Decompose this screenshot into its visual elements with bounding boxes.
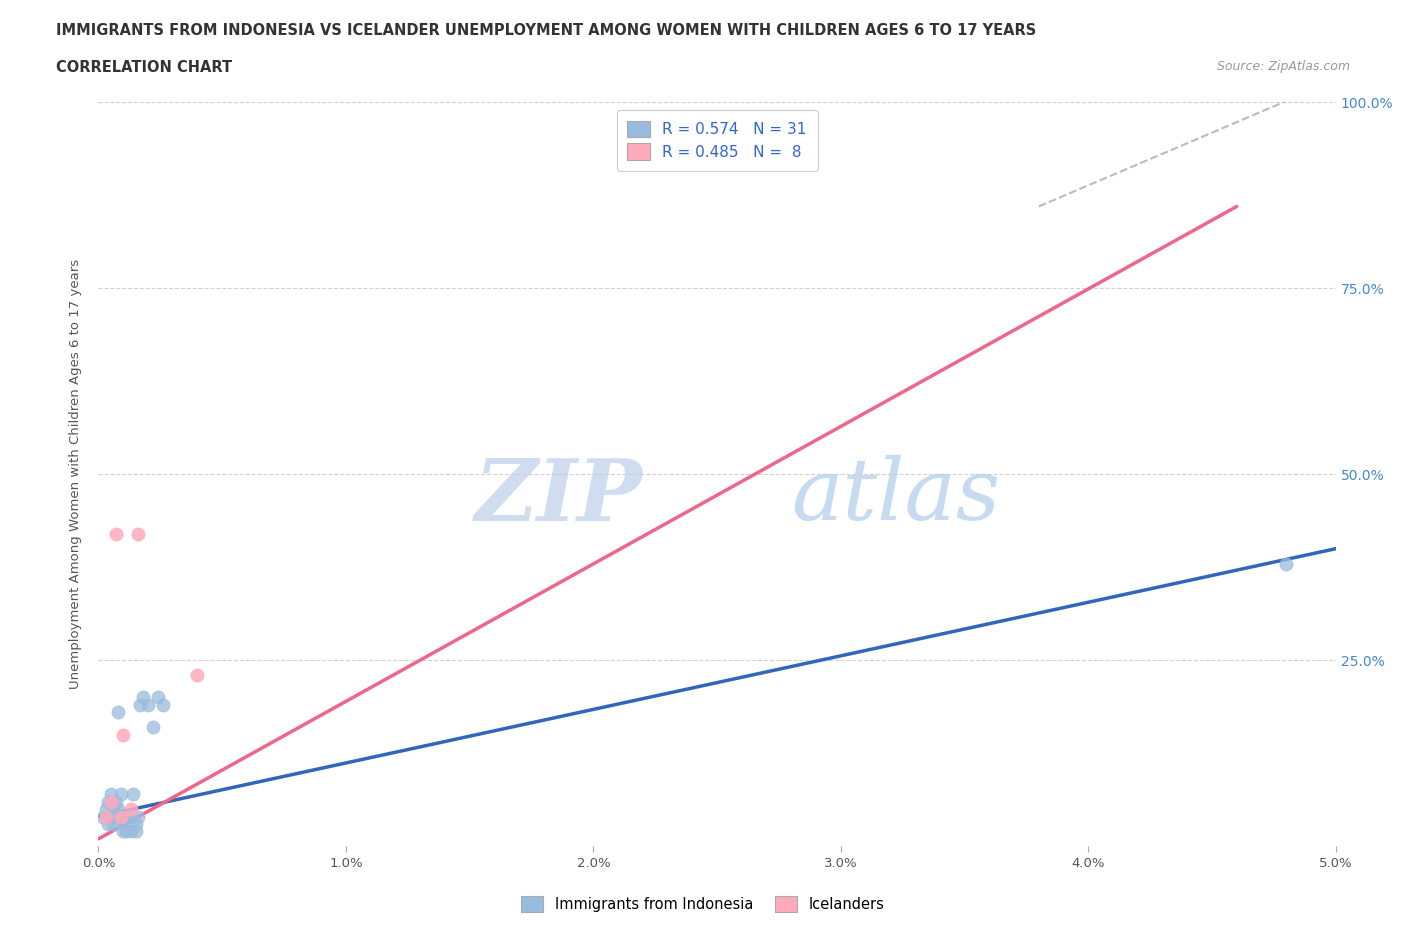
Point xyxy=(122,787,145,802)
Point xyxy=(127,526,149,541)
Legend: R = 0.574   N = 31, R = 0.485   N =  8: R = 0.574 N = 31, R = 0.485 N = 8 xyxy=(617,110,817,171)
Point xyxy=(100,809,122,824)
Point xyxy=(94,809,117,824)
Point xyxy=(93,809,115,824)
Point xyxy=(103,802,125,817)
Point xyxy=(112,824,135,839)
Point xyxy=(97,817,120,831)
Text: CORRELATION CHART: CORRELATION CHART xyxy=(56,60,232,75)
Text: IMMIGRANTS FROM INDONESIA VS ICELANDER UNEMPLOYMENT AMONG WOMEN WITH CHILDREN AG: IMMIGRANTS FROM INDONESIA VS ICELANDER U… xyxy=(56,23,1036,38)
Point xyxy=(103,817,125,831)
Point xyxy=(94,802,117,817)
Point xyxy=(112,727,135,742)
Point xyxy=(124,824,146,839)
Point xyxy=(114,824,136,839)
Point xyxy=(127,809,149,824)
Point xyxy=(146,690,169,705)
Text: Source: ZipAtlas.com: Source: ZipAtlas.com xyxy=(1216,60,1350,73)
Point xyxy=(120,824,142,839)
Point xyxy=(100,794,122,809)
Point xyxy=(104,794,127,809)
Point xyxy=(107,705,129,720)
Point xyxy=(100,787,122,802)
Point xyxy=(124,817,146,831)
Point xyxy=(104,809,127,824)
Point xyxy=(110,809,132,824)
Point xyxy=(110,809,132,824)
Point xyxy=(152,698,174,712)
Point xyxy=(104,526,127,541)
Point xyxy=(112,817,135,831)
Y-axis label: Unemployment Among Women with Children Ages 6 to 17 years: Unemployment Among Women with Children A… xyxy=(69,259,83,689)
Point xyxy=(136,698,159,712)
Point xyxy=(132,690,155,705)
Point xyxy=(142,720,165,735)
Point xyxy=(120,809,142,824)
Point xyxy=(186,668,208,683)
Point xyxy=(117,809,139,824)
Point xyxy=(110,787,132,802)
Point xyxy=(97,794,120,809)
Point xyxy=(107,802,129,817)
Point xyxy=(1275,556,1298,571)
Point xyxy=(129,698,152,712)
Legend: Immigrants from Indonesia, Icelanders: Immigrants from Indonesia, Icelanders xyxy=(516,891,890,918)
Text: atlas: atlas xyxy=(792,456,1001,538)
Text: ZIP: ZIP xyxy=(475,455,643,538)
Point xyxy=(120,802,142,817)
